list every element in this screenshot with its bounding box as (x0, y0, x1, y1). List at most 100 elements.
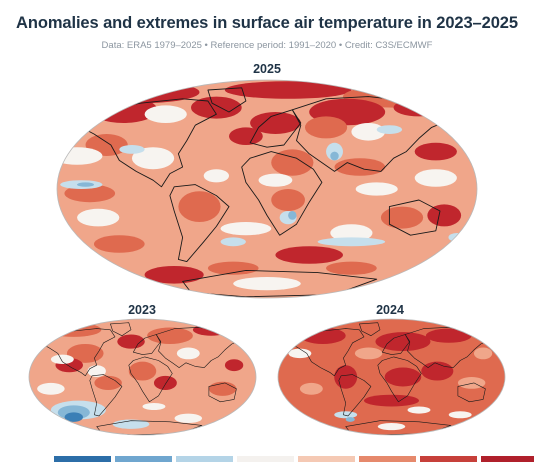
coastline-north-america (288, 328, 365, 377)
map-label-2025: 2025 (253, 62, 281, 76)
anomaly-field (278, 319, 505, 435)
anomaly-patch (376, 125, 403, 134)
anomaly-patch (271, 189, 305, 211)
coastline-australia (388, 199, 441, 236)
anomaly-field (57, 80, 477, 298)
anomaly-patch (250, 112, 301, 134)
anomaly-patch (128, 361, 157, 381)
coastline-greenland (359, 322, 381, 337)
anomaly-patch (414, 169, 457, 187)
coastline-greenland (207, 87, 247, 113)
anomaly-patch (448, 233, 466, 242)
coastline-south-america (89, 374, 123, 417)
legend-swatch (54, 456, 111, 462)
anomaly-patch (144, 105, 187, 123)
anomaly-patch (330, 224, 373, 242)
legend-swatch (420, 456, 477, 462)
anomaly-patch (448, 411, 472, 419)
color-legend (54, 456, 534, 462)
anomaly-patch (275, 246, 343, 264)
anomaly-patch (207, 261, 259, 275)
anomaly-patch (119, 145, 145, 154)
anomaly-patch (220, 237, 246, 247)
anomaly-patch (57, 80, 477, 298)
anomaly-patch (384, 367, 422, 387)
anomaly-patch (233, 277, 301, 291)
anomaly-patch (203, 169, 230, 183)
coastline-north-america (39, 328, 116, 377)
anomaly-patch (299, 382, 323, 395)
anomaly-patch (299, 327, 346, 344)
legend-swatch (176, 456, 233, 462)
anomaly-patch (142, 402, 166, 411)
map-outline (56, 79, 478, 299)
anomaly-patch (304, 116, 348, 139)
anomaly-patch (345, 417, 355, 422)
world-map-2025 (56, 79, 478, 299)
anomaly-patch (77, 182, 94, 187)
anomaly-patch (288, 211, 297, 220)
legend-swatch (237, 456, 294, 462)
anomaly-patch (427, 204, 462, 227)
anomaly-patch (77, 208, 120, 227)
anomaly-patch (50, 354, 74, 365)
anomaly-patch (326, 261, 377, 275)
legend-swatch (359, 456, 416, 462)
anomaly-patch (334, 158, 386, 176)
anomaly-patch (64, 412, 83, 422)
anomaly-patch (144, 266, 204, 284)
anomaly-patch (229, 127, 263, 145)
anomaly-patch (94, 375, 122, 390)
anomaly-patch (334, 365, 358, 389)
anomaly-patch (224, 359, 244, 372)
anomaly-patch (178, 191, 221, 222)
anomaly-patch (380, 206, 424, 229)
anomaly-patch (220, 222, 272, 236)
anomaly-patch (354, 347, 383, 360)
anomaly-patch (112, 419, 150, 429)
map-outline (277, 318, 506, 436)
anomaly-patch (425, 328, 472, 343)
anomaly-patch (355, 182, 398, 196)
anomaly-patch (93, 235, 145, 253)
coastline-australia (208, 382, 237, 403)
anomaly-patch (147, 327, 193, 344)
anomaly-patch (377, 423, 406, 431)
anomaly-patch (473, 347, 493, 360)
anomaly-patch (174, 413, 203, 424)
world-map-2023 (28, 318, 257, 436)
coastline-south-america (169, 184, 230, 263)
map-label-2023: 2023 (128, 303, 156, 317)
anomaly-patch (288, 348, 312, 359)
anomaly-patch (208, 381, 237, 396)
coastline-south-america (338, 374, 372, 417)
anomaly-patch (421, 361, 454, 381)
anomaly-patch (334, 411, 358, 419)
coastline-north-america (76, 98, 217, 188)
anomaly-patch (375, 332, 431, 352)
coastline-africa (241, 151, 323, 236)
anomaly-patch (407, 406, 431, 414)
anomaly-patch (176, 347, 200, 360)
anomaly-patch (258, 173, 293, 187)
map-label-2024: 2024 (376, 303, 404, 317)
anomaly-patch (37, 382, 65, 395)
anomaly-patch (224, 81, 352, 99)
world-map-2024 (277, 318, 506, 436)
anomaly-patch (414, 142, 457, 161)
anomaly-patch (153, 375, 177, 390)
anomaly-patch (81, 81, 200, 104)
anomaly-patch (317, 237, 386, 247)
coastline-greenland (110, 322, 132, 337)
anomaly-field (29, 319, 256, 435)
coastline-africa (377, 356, 422, 403)
page-title: Anomalies and extremes in surface air te… (16, 14, 518, 32)
coastline-africa (128, 356, 173, 403)
anomaly-patch (351, 123, 386, 141)
coastline-europe (382, 334, 411, 355)
anomaly-patch (364, 394, 419, 407)
legend-swatch (115, 456, 172, 462)
coastline-europe (249, 109, 302, 148)
anomaly-patch (191, 96, 242, 119)
legend-swatch (298, 456, 355, 462)
